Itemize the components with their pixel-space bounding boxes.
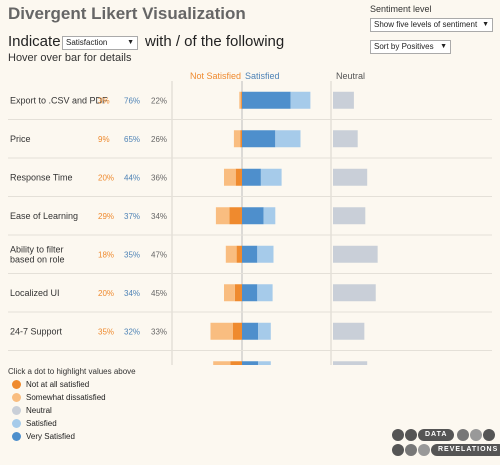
chevron-down-icon: ▼ bbox=[127, 39, 134, 46]
neutral-column-label: Neutral bbox=[336, 71, 366, 81]
bar-not-at-all-satisfied bbox=[240, 130, 242, 148]
sort-select-value: Sort by Positives bbox=[374, 42, 434, 51]
neg-pct-label: 20% bbox=[98, 173, 114, 182]
measure-select[interactable]: Satisfaction ▼ bbox=[62, 36, 138, 50]
bar-somewhat-dissatisfied bbox=[213, 361, 231, 365]
bar-somewhat-dissatisfied bbox=[215, 207, 230, 225]
sentiment-level-select[interactable]: Show five levels of sentiment ▼ bbox=[370, 18, 493, 32]
category-label: Ease of Learning bbox=[10, 211, 78, 221]
pos-pct-label: 65% bbox=[124, 135, 140, 144]
bar-not-at-all-satisfied bbox=[233, 322, 242, 340]
neu-pct-label: 34% bbox=[151, 212, 167, 221]
bar-very-satisfied bbox=[242, 361, 259, 365]
bar-very-satisfied bbox=[242, 284, 258, 302]
category-label: Ability to filter based on role bbox=[10, 244, 65, 264]
category-label: Localized UI bbox=[10, 288, 60, 298]
bar-satisfied bbox=[257, 245, 274, 263]
legend-dot[interactable] bbox=[12, 393, 21, 402]
hover-hint: Hover over bar for details bbox=[8, 52, 132, 64]
bar-very-satisfied bbox=[242, 322, 259, 340]
legend-dot[interactable] bbox=[12, 432, 21, 441]
bar-not-at-all-satisfied bbox=[234, 284, 242, 302]
bar-not-at-all-satisfied bbox=[241, 91, 242, 109]
bar-somewhat-dissatisfied bbox=[239, 91, 242, 109]
bar-very-satisfied bbox=[242, 207, 264, 225]
bar-somewhat-dissatisfied bbox=[210, 322, 233, 340]
bar-not-at-all-satisfied bbox=[236, 245, 242, 263]
not-satisfied-column-label: Not Satisfied bbox=[190, 71, 242, 81]
pos-pct-label: 76% bbox=[124, 96, 140, 105]
sentiment-select-value: Show five levels of sentiment bbox=[374, 20, 478, 29]
legend-dot[interactable] bbox=[12, 406, 21, 415]
indicate-rest-text: with / of the following bbox=[145, 33, 285, 50]
sentiment-level-label: Sentiment level bbox=[370, 4, 432, 14]
neg-pct-label: 29% bbox=[98, 212, 114, 221]
bar-satisfied bbox=[263, 207, 276, 225]
category-label: Price bbox=[10, 134, 31, 144]
neu-pct-label: 22% bbox=[151, 96, 167, 105]
bar-neutral bbox=[333, 322, 365, 340]
bar-neutral bbox=[333, 207, 366, 225]
neu-pct-label: 36% bbox=[151, 173, 167, 182]
neg-pct-label: 9% bbox=[98, 135, 110, 144]
bar-not-at-all-satisfied bbox=[230, 361, 242, 365]
data-revelations-logo: DATA REVELATIONS bbox=[392, 428, 500, 458]
bar-very-satisfied bbox=[242, 130, 276, 148]
legend-dot[interactable] bbox=[12, 419, 21, 428]
chevron-down-icon: ▼ bbox=[482, 21, 489, 28]
satisfied-column-label: Satisfied bbox=[245, 71, 280, 81]
legend-item-neutral[interactable]: Neutral bbox=[12, 406, 52, 415]
page-title: Divergent Likert Visualization bbox=[8, 4, 246, 23]
bar-somewhat-dissatisfied bbox=[224, 168, 236, 186]
category-label: 24-7 Support bbox=[10, 326, 63, 336]
bar-neutral bbox=[333, 91, 354, 109]
bar-not-at-all-satisfied bbox=[235, 168, 242, 186]
bar-neutral bbox=[333, 168, 368, 186]
neg-pct-label: 35% bbox=[98, 327, 114, 336]
neu-pct-label: 26% bbox=[151, 135, 167, 144]
legend-item-very-satisfied[interactable]: Very Satisfied bbox=[12, 432, 75, 441]
bar-somewhat-dissatisfied bbox=[233, 130, 241, 148]
legend-item-somewhat-dissatisfied[interactable]: Somewhat dissatisfied bbox=[12, 393, 106, 402]
bar-satisfied bbox=[290, 91, 311, 109]
bar-very-satisfied bbox=[242, 245, 258, 263]
bar-not-at-all-satisfied bbox=[229, 207, 242, 225]
neg-pct-label: 20% bbox=[98, 289, 114, 298]
bar-somewhat-dissatisfied bbox=[224, 284, 235, 302]
neg-pct-label: 3% bbox=[98, 96, 110, 105]
bar-very-satisfied bbox=[242, 91, 291, 109]
bar-neutral bbox=[333, 130, 358, 148]
sort-select[interactable]: Sort by Positives ▼ bbox=[370, 40, 451, 54]
bar-neutral bbox=[333, 284, 376, 302]
neg-pct-label: 18% bbox=[98, 250, 114, 259]
bar-neutral bbox=[333, 361, 368, 365]
pos-pct-label: 34% bbox=[124, 289, 140, 298]
chevron-down-icon: ▼ bbox=[440, 43, 447, 50]
pos-pct-label: 37% bbox=[124, 212, 140, 221]
indicate-text: Indicate bbox=[8, 33, 61, 50]
bar-satisfied bbox=[275, 130, 301, 148]
pos-pct-label: 32% bbox=[124, 327, 140, 336]
bar-satisfied bbox=[258, 322, 271, 340]
category-label: Export to .CSV and PDF bbox=[10, 95, 108, 105]
neu-pct-label: 45% bbox=[151, 289, 167, 298]
category-label: Response Time bbox=[10, 172, 73, 182]
pos-pct-label: 44% bbox=[124, 173, 140, 182]
pos-pct-label: 35% bbox=[124, 250, 140, 259]
bar-somewhat-dissatisfied bbox=[225, 245, 237, 263]
bar-very-satisfied bbox=[242, 168, 261, 186]
bar-satisfied bbox=[257, 284, 273, 302]
neu-pct-label: 47% bbox=[151, 250, 167, 259]
legend-dot[interactable] bbox=[12, 380, 21, 389]
bar-satisfied bbox=[260, 168, 282, 186]
legend-item-satisfied[interactable]: Satisfied bbox=[12, 419, 57, 428]
neu-pct-label: 33% bbox=[151, 327, 167, 336]
legend-title: Click a dot to highlight values above bbox=[8, 367, 136, 376]
bar-satisfied bbox=[258, 361, 271, 365]
bar-neutral bbox=[333, 245, 378, 263]
legend-item-not-at-all-satisfied[interactable]: Not at all satisfied bbox=[12, 380, 89, 389]
measure-select-value: Satisfaction bbox=[66, 38, 108, 47]
